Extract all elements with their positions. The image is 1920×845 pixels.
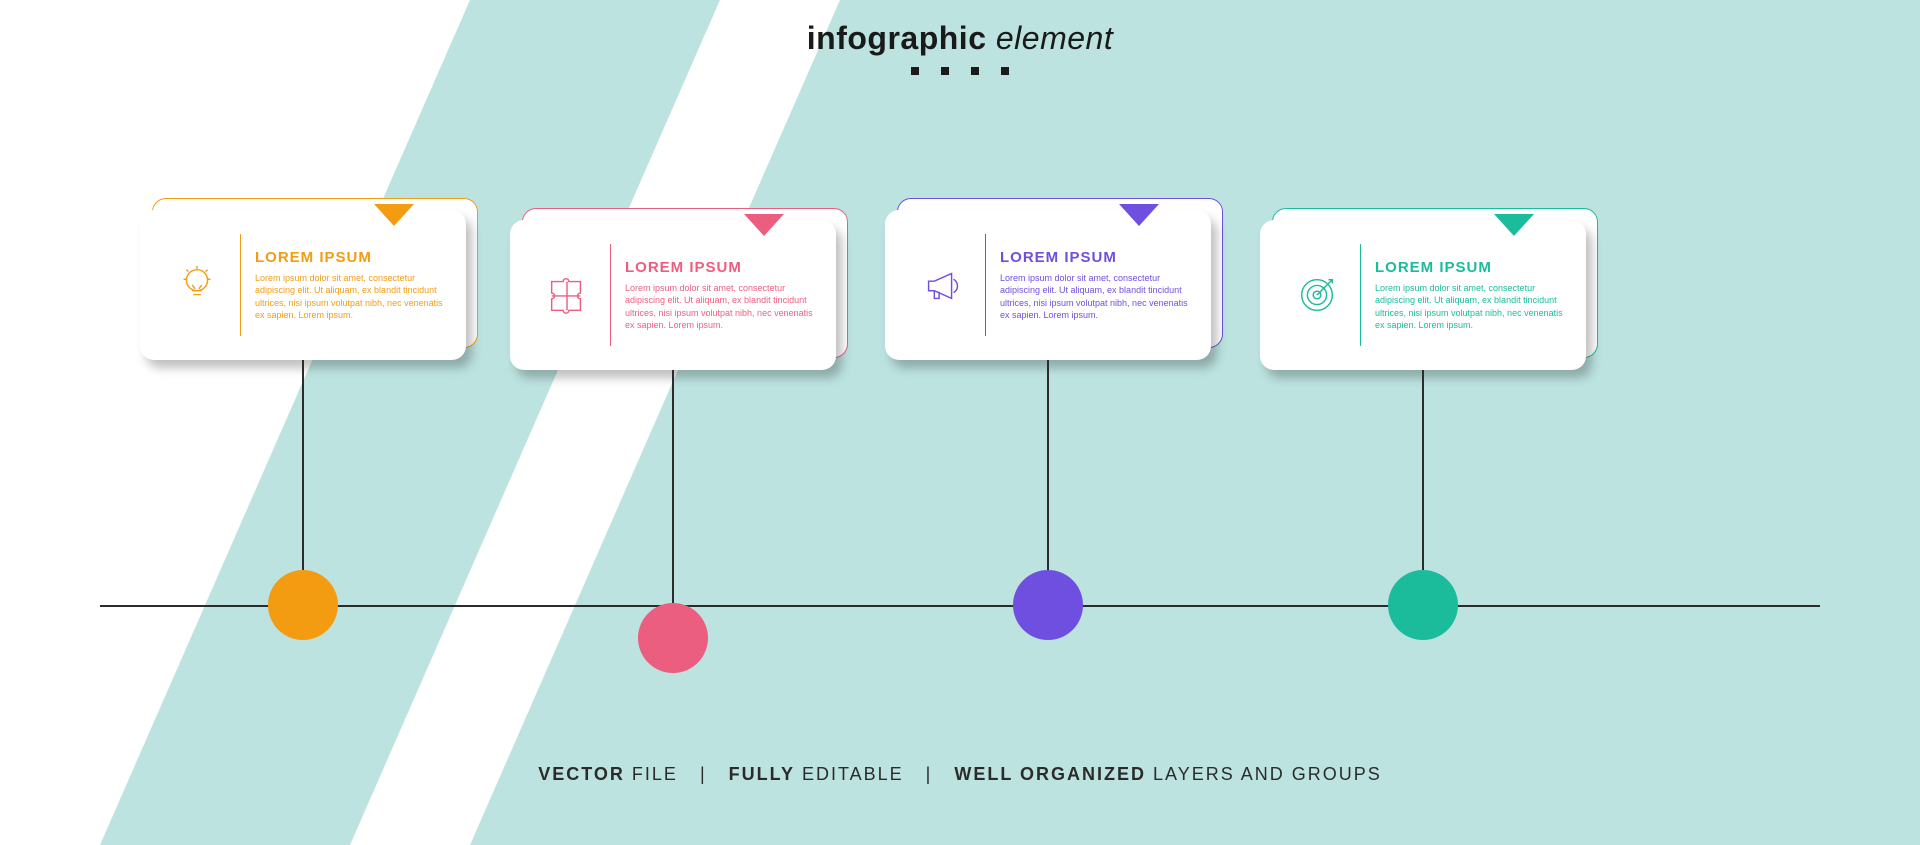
card-front: LOREM IPSUM Lorem ipsum dolor sit amet, c… (140, 210, 466, 360)
card-text: LOREM IPSUM Lorem ipsum dolor sit amet, c… (255, 228, 446, 342)
timeline-step: LOREM IPSUM Lorem ipsum dolor sit amet, c… (885, 210, 1215, 360)
footer-text-bold: FULLY (729, 764, 795, 784)
card-title: LOREM IPSUM (625, 259, 816, 276)
target-icon (1280, 238, 1354, 352)
card-body: Lorem ipsum dolor sit amet, consectetur … (625, 282, 816, 331)
footer-text-bold: VECTOR (538, 764, 625, 784)
card-front: LOREM IPSUM Lorem ipsum dolor sit amet, c… (1260, 220, 1586, 370)
step-node-circle (1388, 570, 1458, 640)
step-connector (1422, 370, 1424, 570)
timeline-step: LOREM IPSUM Lorem ipsum dolor sit amet, c… (510, 210, 840, 360)
header-dot (1001, 67, 1009, 75)
card-title: LOREM IPSUM (1375, 259, 1566, 276)
header-dots (0, 67, 1920, 75)
card-title: LOREM IPSUM (1000, 249, 1191, 266)
card-body: Lorem ipsum dolor sit amet, consectetur … (1375, 282, 1566, 331)
puzzle-icon (530, 238, 604, 352)
step-card: LOREM IPSUM Lorem ipsum dolor sit amet, c… (1260, 220, 1590, 370)
step-node-circle (1013, 570, 1083, 640)
title-italic: element (986, 20, 1113, 56)
card-body: Lorem ipsum dolor sit amet, consectetur … (1000, 272, 1191, 321)
card-title: LOREM IPSUM (255, 249, 446, 266)
card-pointer-triangle (1119, 204, 1159, 226)
page-title: infographic element (0, 20, 1920, 57)
footer-separator: | (926, 764, 933, 784)
step-card: LOREM IPSUM Lorem ipsum dolor sit amet, c… (140, 210, 470, 360)
header-dot (971, 67, 979, 75)
timeline-step: LOREM IPSUM Lorem ipsum dolor sit amet, c… (1260, 210, 1590, 360)
card-body: Lorem ipsum dolor sit amet, consectetur … (255, 272, 446, 321)
card-pointer-triangle (1494, 214, 1534, 236)
footer-tagline: VECTOR FILE | FULLY EDITABLE | WELL ORGANIZE… (0, 764, 1920, 785)
card-front: LOREM IPSUM Lorem ipsum dolor sit amet, c… (510, 220, 836, 370)
timeline: LOREM IPSUM Lorem ipsum dolor sit amet, c… (0, 210, 1920, 690)
step-node-circle (638, 603, 708, 673)
lightbulb-icon (160, 228, 234, 342)
card-text: LOREM IPSUM Lorem ipsum dolor sit amet, c… (1000, 228, 1191, 342)
card-divider (1360, 244, 1361, 346)
footer-separator: | (700, 764, 707, 784)
footer-text-light: FILE (625, 764, 678, 784)
footer-text-light: LAYERS AND GROUPS (1146, 764, 1382, 784)
timeline-step: LOREM IPSUM Lorem ipsum dolor sit amet, c… (140, 210, 470, 360)
card-pointer-triangle (744, 214, 784, 236)
step-card: LOREM IPSUM Lorem ipsum dolor sit amet, c… (510, 220, 840, 370)
card-pointer-triangle (374, 204, 414, 226)
timeline-baseline (100, 605, 1820, 607)
step-connector (672, 370, 674, 603)
footer-text-bold: WELL ORGANIZED (954, 764, 1146, 784)
header-dot (911, 67, 919, 75)
footer-text-light: EDITABLE (795, 764, 904, 784)
card-divider (985, 234, 986, 336)
step-node-circle (268, 570, 338, 640)
card-front: LOREM IPSUM Lorem ipsum dolor sit amet, c… (885, 210, 1211, 360)
card-divider (610, 244, 611, 346)
step-connector (302, 360, 304, 570)
card-text: LOREM IPSUM Lorem ipsum dolor sit amet, c… (625, 238, 816, 352)
title-bold: infographic (807, 20, 987, 56)
header: infographic element (0, 20, 1920, 75)
card-text: LOREM IPSUM Lorem ipsum dolor sit amet, c… (1375, 238, 1566, 352)
step-connector (1047, 360, 1049, 570)
megaphone-icon (905, 228, 979, 342)
step-card: LOREM IPSUM Lorem ipsum dolor sit amet, c… (885, 210, 1215, 360)
header-dot (941, 67, 949, 75)
card-divider (240, 234, 241, 336)
